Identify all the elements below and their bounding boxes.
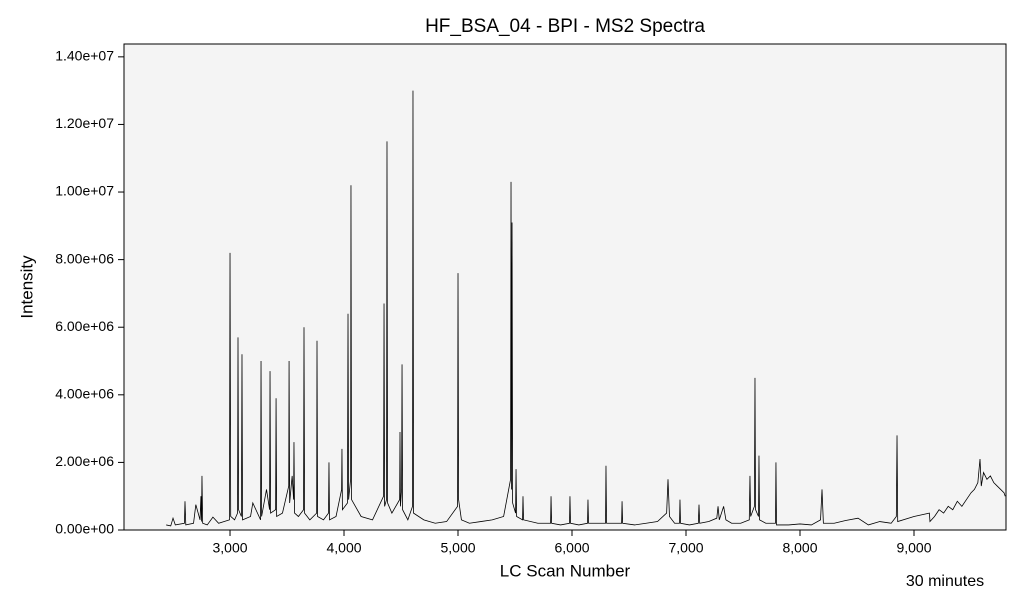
x-tick-label: 6,000: [554, 540, 589, 556]
y-tick-label: 2.00e+06: [55, 453, 114, 469]
y-tick-label: 0.00e+00: [55, 521, 114, 537]
plot-background: [124, 44, 1006, 530]
plot-frame: [123, 43, 1007, 531]
y-tick-label: 1.40e+07: [55, 48, 114, 64]
y-tick-label: 8.00e+06: [55, 250, 114, 266]
intensity-line: [166, 90, 1006, 527]
x-axis-label: LC Scan Number: [500, 561, 631, 580]
x-tick-label: 5,000: [440, 540, 475, 556]
x-tick-label: 3,000: [212, 540, 247, 556]
chart-title: HF_BSA_04 - BPI - MS2 Spectra: [425, 16, 705, 37]
x-tick-label: 7,000: [668, 540, 703, 556]
annotation: 30 minutes: [906, 573, 984, 590]
x-tick-label: 8,000: [782, 540, 817, 556]
x-tick-label: 9,000: [896, 540, 931, 556]
x-tick-label: 4,000: [326, 540, 361, 556]
y-tick-label: 4.00e+06: [55, 386, 114, 402]
y-tick-label: 1.00e+07: [55, 183, 114, 199]
y-axis-label: Intensity: [17, 255, 36, 319]
y-tick-label: 6.00e+06: [55, 318, 114, 334]
y-tick-label: 1.20e+07: [55, 115, 114, 131]
